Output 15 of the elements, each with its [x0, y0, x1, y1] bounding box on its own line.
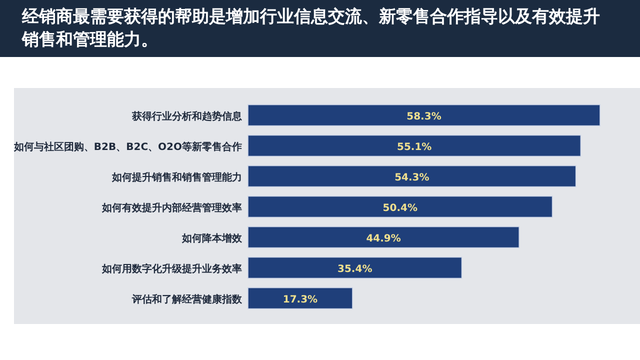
category-label: 如何与社区团购、B2B、B2C、O2O等新零售合作 [14, 142, 242, 153]
title: 经销商最需要获得的帮助是增加行业信息交流、新零售合作指导以及有效提升销售和管理能力。 [22, 7, 600, 50]
value-label: 55.1% [397, 142, 432, 153]
value-label: 35.4% [338, 264, 372, 275]
value-label: 17.3% [282, 294, 318, 306]
category-label: 如何用数字化升级提升业务效率 [102, 264, 242, 275]
value-label: 50.4% [382, 202, 418, 214]
category-label: 如何提升销售和销售管理能力 [112, 172, 242, 184]
category-label: 评估和了解经营健康指数 [132, 294, 242, 306]
value-label: 58.3% [406, 111, 442, 122]
value-label: 44.9% [366, 233, 401, 244]
value-label: 54.3% [394, 172, 430, 184]
category-label: 如何降本增效 [182, 233, 242, 244]
category-label: 获得行业分析和趋势信息 [132, 111, 242, 122]
category-label: 如何有效提升内部经营管理效率 [102, 202, 242, 214]
